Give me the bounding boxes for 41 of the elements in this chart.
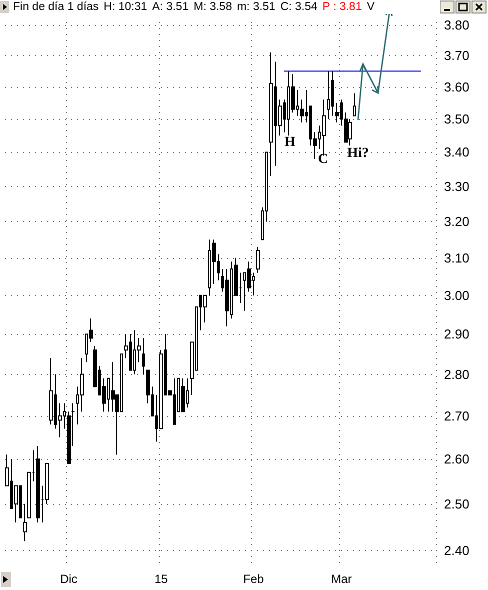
- y-tick-label: 3.30: [444, 178, 470, 194]
- chart-title: Fin de día 1 días: [13, 1, 99, 13]
- annotation: Hi?: [347, 146, 369, 161]
- text: C: 3.54: [280, 1, 318, 13]
- y-tick-label: 3.50: [444, 112, 470, 127]
- y-tick-label: 3.80: [444, 18, 470, 33]
- y-tick-label: 2.40: [444, 543, 470, 558]
- text: A: 3.51: [152, 1, 189, 13]
- candlestick: [256, 246, 260, 274]
- candlestick: [23, 503, 27, 542]
- y-tick-label: 2.90: [444, 326, 470, 342]
- candlestick: [36, 445, 40, 523]
- x-tick-label: 15: [154, 572, 168, 586]
- text: H: 10:31: [104, 1, 148, 13]
- x-tick-label: Dic: [60, 572, 78, 586]
- candlestick: [49, 358, 53, 425]
- candlestick: [331, 70, 334, 116]
- y-tick-label: 2.60: [444, 452, 470, 467]
- y-tick-label: 3.00: [444, 288, 470, 303]
- y-tick-label: 3.10: [444, 250, 470, 266]
- y-tick-label: 3.20: [444, 214, 470, 230]
- y-tick-label: 3.70: [444, 48, 470, 64]
- annotation: H: [284, 135, 296, 150]
- candlestick: [142, 338, 145, 375]
- candlestick: [269, 52, 273, 177]
- y-tick-label: 2.80: [444, 366, 470, 382]
- x-tick-label: Mar: [331, 572, 352, 586]
- y-tick-label: 2.70: [444, 408, 470, 424]
- text: V: [366, 1, 375, 13]
- candlestick: [327, 70, 330, 120]
- text: P : 3.81: [322, 1, 362, 13]
- candlestick: [181, 378, 185, 412]
- candlestick: [335, 102, 339, 123]
- y-tick-label: 2.50: [444, 496, 470, 512]
- y-tick-label: 3.60: [444, 79, 470, 94]
- annotation: C: [318, 152, 328, 167]
- text: M: 3.58: [194, 1, 232, 13]
- x-tick-label: Feb: [243, 572, 264, 586]
- text: m: 3.51: [236, 1, 276, 13]
- candlestick: [353, 92, 356, 116]
- y-tick-label: 3.40: [444, 144, 470, 160]
